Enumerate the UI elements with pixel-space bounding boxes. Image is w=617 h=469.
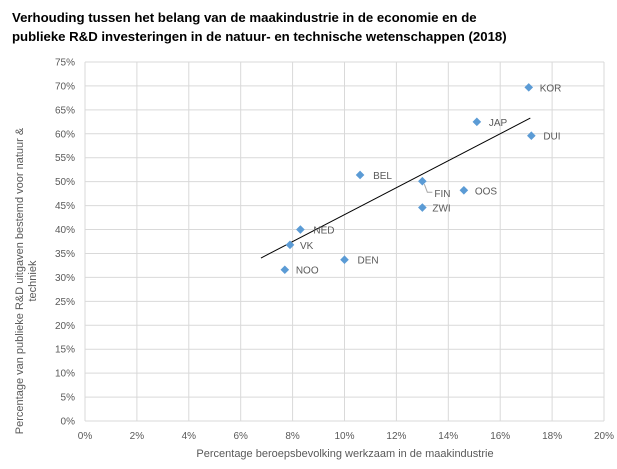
data-point-kor [524,83,534,92]
data-label-bel: BEL [373,171,392,182]
gridlines [84,61,605,422]
y-tick-label: 50% [55,177,75,188]
y-tick-label: 25% [55,297,75,308]
y-tick-label: 0% [61,417,76,428]
data-point-jap [472,117,482,127]
chart-title: Verhouding tussen het belang van de maak… [12,8,572,46]
x-axis-ticks: 0% 2% 4% 6% 8% 10% 12% 14% 16% 18% 20% [78,431,614,442]
data-point-zwi [418,203,427,212]
data-point-bel [355,170,365,180]
data-points [280,83,536,275]
y-tick-label: 60% [55,129,75,140]
y-tick-label: 45% [55,201,75,212]
y-tick-label: 20% [55,321,75,332]
y-axis-label: Percentage van publieke R&D uitgaven bes… [14,127,39,435]
x-tick-label: 8% [285,431,300,442]
data-point-vk [285,240,295,250]
y-tick-label: 5% [61,393,76,404]
y-tick-label: 15% [55,345,75,356]
x-tick-label: 14% [438,431,458,442]
y-tick-label: 10% [55,369,75,380]
data-point-ned [296,225,305,234]
data-label-vk: VK [300,241,314,252]
data-label-dui: DUI [543,132,560,143]
x-tick-label: 12% [386,431,406,442]
data-point-noo [280,265,290,275]
y-tick-label: 70% [55,81,75,92]
x-tick-label: 18% [542,431,562,442]
x-tick-label: 20% [594,431,614,442]
trendline-layer [260,117,531,259]
data-point-dui [527,131,536,141]
data-point-oos [459,185,469,195]
y-tick-label: 75% [55,58,75,69]
x-axis-label: Percentage beroepsbevolking werkzaam in … [196,448,494,460]
x-tick-label: 4% [182,431,197,442]
y-tick-label: 30% [55,273,75,284]
chart-title-line1: Verhouding tussen het belang van de maak… [12,10,477,25]
leader-line-fin [423,184,433,193]
y-tick-label: 40% [55,225,75,236]
data-label-den: DEN [358,256,379,267]
y-axis-ticks: 0% 5% 10% 15% 20% 25% 30% 35% 40% 45% 50% 55% 60% 65%… [55,58,75,428]
data-label-noo: NOO [296,266,319,277]
x-tick-label: 6% [233,431,248,442]
y-tick-label: 65% [55,105,75,116]
y-tick-label: 35% [55,249,75,260]
chart-title-line2: publieke R&D investeringen in de natuur-… [12,29,507,44]
data-label-fin: FIN [434,189,450,200]
data-label-zwi: ZWI [432,204,450,215]
data-label-kor: KOR [540,83,562,94]
y-tick-label: 55% [55,153,75,164]
x-tick-label: 0% [78,431,93,442]
data-label-jap: JAP [489,118,508,129]
data-labels: KOR JAP DUI BEL FIN OOS ZWI NED VK DEN NOO [296,83,562,276]
x-tick-label: 2% [130,431,145,442]
x-tick-label: 16% [490,431,510,442]
data-point-den [340,255,349,264]
data-label-oos: OOS [475,186,498,197]
data-point-fin [418,176,427,186]
trendline [260,117,531,259]
data-label-ned: NED [313,226,334,237]
x-tick-label: 10% [334,431,354,442]
